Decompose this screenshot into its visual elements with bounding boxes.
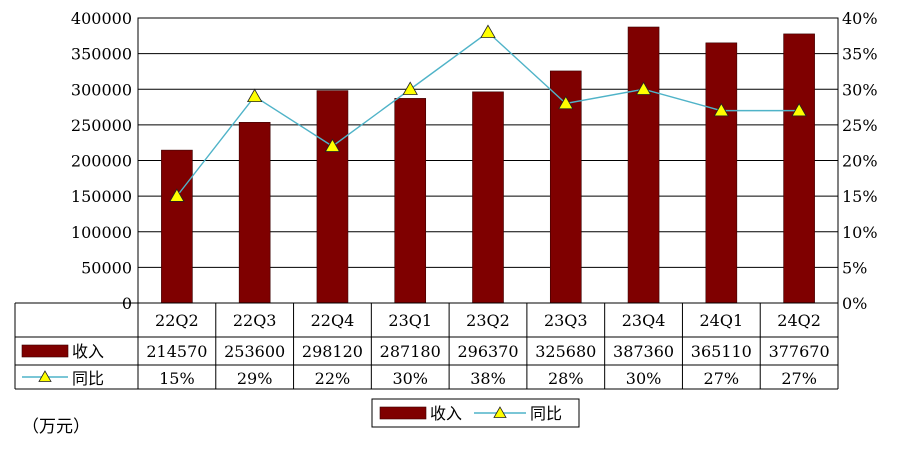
table-cell: 365110 [691, 342, 752, 361]
table-cell: 27% [704, 369, 740, 388]
bar [161, 149, 193, 304]
table-cell: 296370 [457, 342, 518, 361]
x-axis-tick-label: 24Q1 [700, 311, 744, 330]
plot-frame [137, 17, 839, 304]
table-cell: 28% [548, 369, 584, 388]
right-axis-tick-label: 20% [842, 152, 878, 171]
bar [316, 90, 349, 304]
right-axis-tick-label: 40% [842, 9, 878, 28]
left-axis-tick-label: 300000 [71, 80, 132, 99]
left-axis-tick-label: 150000 [71, 187, 132, 206]
table-cell: 27% [781, 369, 817, 388]
left-axis-tick-label: 350000 [71, 45, 132, 64]
x-axis-tick-label: 23Q1 [388, 311, 432, 330]
table-cell: 253600 [224, 342, 285, 361]
bar [783, 33, 815, 304]
table-row-label: 同比 [72, 369, 104, 388]
right-axis-tick-label: 35% [842, 45, 878, 64]
table-cell: 15% [159, 369, 195, 388]
bar [472, 91, 504, 304]
table-cell: 387360 [613, 342, 674, 361]
yoy-marker [791, 102, 807, 117]
yoy-marker [246, 88, 263, 103]
table-cell: 214570 [146, 342, 207, 361]
legend-key-marker [493, 406, 507, 418]
legend-label: 收入 [430, 404, 462, 423]
left-axis-tick-label: 400000 [71, 9, 132, 28]
table-cell: 29% [237, 369, 273, 388]
table-cell: 325680 [535, 342, 596, 361]
right-axis-tick-label: 15% [842, 187, 878, 206]
bar [705, 42, 738, 304]
x-axis-tick-label: 23Q4 [622, 311, 666, 330]
yoy-marker [402, 81, 418, 95]
yoy-marker [558, 95, 574, 110]
bar [238, 122, 271, 304]
yoy-marker [635, 81, 652, 95]
legend-key-bar [379, 406, 427, 420]
table-row-label: 收入 [72, 342, 104, 361]
bar [627, 26, 660, 304]
legend-label: 同比 [530, 404, 562, 423]
table-legend-key-marker [38, 370, 52, 382]
table-cell: 298120 [302, 342, 363, 361]
x-axis-tick-label: 22Q4 [311, 311, 355, 330]
x-axis-tick-label: 23Q3 [544, 311, 588, 330]
table-cell: 22% [315, 369, 351, 388]
left-axis-tick-label: 250000 [71, 116, 132, 135]
right-axis-tick-label: 30% [842, 80, 878, 99]
bar [394, 98, 427, 304]
yoy-marker [713, 102, 730, 117]
yoy-marker [324, 138, 341, 152]
x-axis-tick-label: 22Q2 [155, 311, 199, 330]
left-axis-tick-label: 100000 [71, 223, 132, 242]
yoy-marker [169, 188, 185, 202]
yoy-marker [480, 24, 496, 38]
right-axis-tick-label: 0% [842, 294, 867, 313]
table-cell: 287180 [380, 342, 441, 361]
right-axis-tick-label: 25% [842, 116, 878, 135]
unit-note: （万元） [22, 417, 90, 437]
x-axis-tick-label: 24Q2 [777, 311, 821, 330]
table-cell: 38% [470, 369, 506, 388]
table-cell: 30% [626, 369, 662, 388]
x-axis-tick-label: 23Q2 [466, 311, 510, 330]
right-axis-tick-label: 5% [842, 258, 867, 277]
left-axis-tick-label: 50000 [81, 258, 132, 277]
right-axis-tick-label: 10% [842, 223, 878, 242]
left-axis-tick-label: 200000 [71, 152, 132, 171]
x-axis-tick-label: 22Q3 [233, 311, 277, 330]
table-cell: 30% [392, 369, 428, 388]
table-cell: 377670 [769, 342, 830, 361]
table-legend-key-bar [21, 344, 69, 358]
